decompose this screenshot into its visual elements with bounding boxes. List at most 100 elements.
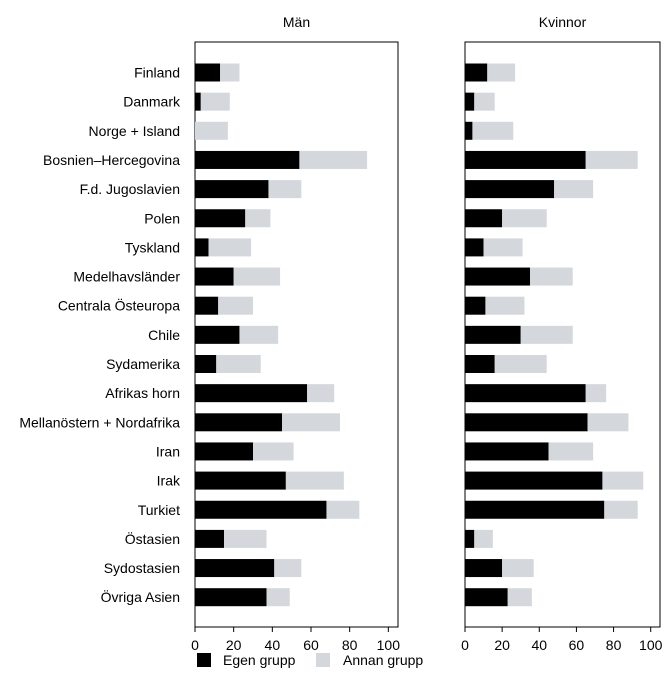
bar-segment [268, 180, 302, 199]
bar-segment [465, 209, 503, 228]
bar-segment [233, 267, 281, 286]
bar-segment [585, 150, 638, 169]
bar-segment [548, 442, 594, 461]
bar-segment [200, 92, 230, 111]
x-tick-label: 100 [639, 637, 663, 653]
bar-segment [195, 355, 217, 373]
bar-segment [208, 238, 252, 257]
bar-segment [195, 267, 234, 286]
panel-title: Kvinnor [539, 14, 587, 30]
bar-segment [195, 559, 275, 578]
bar-segment [195, 180, 269, 199]
bar-segment [485, 296, 525, 315]
bar-segment [195, 63, 221, 82]
bar-segment [483, 238, 523, 257]
bar-segment [195, 588, 267, 607]
category-label: Sydamerika [106, 356, 180, 372]
category-labels: Finland Danmark Norge + Island Bosnien–Herc… [19, 65, 181, 606]
legend: Egen grupp Annan grupp [197, 652, 423, 668]
panel-title: Män [283, 14, 310, 30]
bar-segment [216, 355, 261, 373]
x-tick-label: 40 [265, 637, 281, 653]
x-tick-label: 0 [461, 637, 469, 653]
bar-segment [465, 238, 484, 257]
bar-segment [266, 588, 290, 607]
bar-segment [587, 413, 629, 432]
x-tick-label: 20 [494, 637, 510, 653]
x-tick-label: 80 [342, 637, 358, 653]
bar-segment [253, 442, 294, 461]
category-label: Danmark [123, 94, 181, 110]
bar-segment [274, 559, 302, 578]
bar-segment [465, 588, 508, 607]
bar-segment [239, 325, 279, 344]
bar-segment [465, 121, 473, 140]
bar-segment [474, 529, 493, 548]
bar-segment [465, 267, 530, 286]
bar-segment [465, 355, 495, 373]
bar-segment [218, 296, 253, 315]
bar-segment [195, 471, 286, 490]
category-label: Irak [157, 473, 181, 489]
category-label: F.d. Jugoslavien [80, 181, 180, 197]
bar-segment [465, 384, 586, 403]
category-label: Östasien [125, 530, 180, 547]
x-tick-label: 100 [377, 637, 401, 653]
bar-segment [465, 413, 588, 432]
legend-label: Annan grupp [343, 652, 423, 668]
legend-swatch [316, 653, 330, 667]
category-label: Afrikas horn [105, 385, 180, 401]
category-label: Norge + Island [89, 123, 180, 139]
bar-segment [195, 92, 201, 111]
bar-segment [245, 209, 271, 228]
x-tick-label: 40 [531, 637, 547, 653]
x-tick-label: 20 [226, 637, 242, 653]
category-label: Övriga Asien [101, 588, 180, 605]
bar-segment [602, 471, 644, 490]
bar-segment [554, 180, 594, 199]
bar-segment [307, 384, 335, 403]
bar-segment [472, 121, 514, 140]
bar-segment [195, 500, 327, 519]
bar-segment [195, 325, 240, 344]
legend-swatch [197, 653, 211, 667]
legend-label: Egen grupp [223, 652, 296, 668]
panels-layer: Män 0 20 40 60 80 100 Kvinnor 0 20 40 60 80 100 [191, 14, 663, 653]
category-label: Medelhavsländer [73, 269, 180, 285]
bar-segment [195, 209, 246, 228]
bar-segment [195, 442, 253, 461]
bar-segment [195, 384, 308, 403]
bar-segment [465, 325, 521, 344]
category-label: Bosnien–Hercegovina [43, 152, 180, 168]
bar-segment [502, 559, 534, 578]
category-label: Tyskland [125, 239, 180, 255]
bar-segment [195, 121, 228, 140]
bar-segment [285, 471, 344, 490]
bar-segment [494, 355, 547, 373]
bar-segment [326, 500, 360, 519]
bar-segment [465, 500, 605, 519]
bar-segment [604, 500, 638, 519]
bar-segment [195, 150, 300, 169]
bar-segment [520, 325, 573, 344]
bar-segment [585, 384, 607, 403]
bar-segment [465, 471, 603, 490]
bar-segment [299, 150, 368, 169]
bar-segment [195, 529, 224, 548]
category-label: Turkiet [138, 502, 180, 518]
bar-segment [474, 92, 495, 111]
bar-segment [465, 442, 549, 461]
category-label: Finland [134, 65, 180, 81]
bar-segment [224, 529, 267, 548]
bar-segment [465, 92, 475, 111]
category-label: Chile [148, 327, 180, 343]
bar-segment [282, 413, 340, 432]
bar-segment [465, 180, 555, 199]
bar-segment [502, 209, 547, 228]
bar-segment [195, 296, 219, 315]
bar-segment [220, 63, 240, 82]
category-label: Iran [156, 443, 180, 459]
category-label: Centrala Östeuropa [58, 297, 180, 314]
x-tick-label: 0 [191, 637, 199, 653]
